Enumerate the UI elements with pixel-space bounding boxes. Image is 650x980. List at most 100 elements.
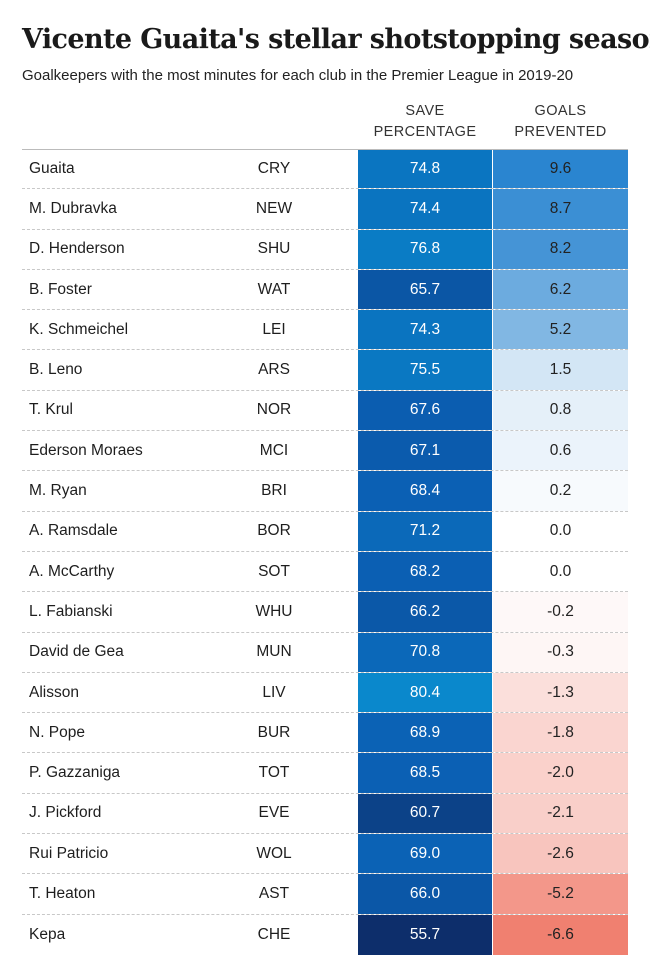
club-code: ARS [258, 361, 290, 379]
save-percentage-cell: 66.2 [358, 592, 492, 632]
save-percentage-cell: 71.2 [358, 511, 492, 551]
table-row: M. Dubravka NEW 74.4 8.7 [22, 189, 628, 230]
goalkeeper-name: L. Fabianski [29, 602, 113, 620]
save-percentage-cell: 60.7 [358, 793, 492, 834]
save-percentage-cell: 68.4 [358, 471, 492, 511]
table-row: Guaita CRY 74.8 9.6 [22, 149, 628, 190]
club-code: CHE [257, 925, 291, 943]
goals-prevented-cell: 6.2 [493, 269, 628, 310]
table-row: M. Ryan BRI 68.4 0.2 [22, 471, 628, 512]
table-row: Kepa CHE 55.7 -6.6 [22, 914, 628, 955]
club-code: WAT [257, 280, 291, 298]
goals-prevented-cell: -2.0 [493, 753, 628, 793]
goalkeeper-name: J. Pickford [29, 804, 102, 822]
goals-prevented-cell: 9.6 [493, 150, 628, 189]
club-code: SHU [257, 240, 291, 258]
club-code: NEW [255, 199, 293, 217]
table-row: L. Fabianski WHU 66.2 -0.2 [22, 592, 628, 633]
club-code: MUN [256, 643, 292, 661]
club-code: CRY [257, 160, 291, 178]
goalkeeper-name: A. McCarthy [29, 562, 115, 580]
goals-prevented-cell: 0.0 [493, 511, 628, 551]
goals-prevented-cell: -2.1 [493, 793, 628, 834]
save-percentage-cell: 68.5 [358, 753, 492, 793]
save-percentage-cell: 80.4 [358, 672, 492, 713]
goals-prevented-cell: 0.8 [493, 390, 628, 431]
table-row: B. Foster WAT 65.7 6.2 [22, 269, 628, 311]
table-row: Alisson LIV 80.4 -1.3 [22, 672, 628, 714]
goalkeeper-name: Kepa [29, 925, 66, 943]
save-percentage-cell: 68.9 [358, 713, 492, 753]
save-percentage-cell: 66.0 [358, 874, 492, 914]
save-percentage-cell: 65.7 [358, 269, 492, 310]
goals-prevented-cell: -5.2 [493, 874, 628, 914]
club-code: EVE [258, 804, 290, 822]
goalkeeper-name: B. Foster [29, 280, 92, 298]
table-row: T. Krul NOR 67.6 0.8 [22, 390, 628, 432]
goalkeeper-name: P. Gazzaniga [29, 764, 121, 782]
table-row: A. Ramsdale BOR 71.2 0.0 [22, 511, 628, 552]
goals-prevented-cell: 1.5 [493, 350, 628, 390]
table-row: B. Leno ARS 75.5 1.5 [22, 350, 628, 391]
goalkeeper-name: M. Dubravka [29, 199, 117, 217]
save-percentage-cell: 70.8 [358, 632, 492, 672]
goalkeeper-name: N. Pope [29, 723, 86, 741]
goals-header-line2: PREVENTED [514, 124, 607, 140]
save-percentage-cell: 68.2 [358, 551, 492, 592]
table-row: T. Heaton AST 66.0 -5.2 [22, 874, 628, 915]
goals-prevented-cell: -0.2 [493, 592, 628, 632]
save-percentage-cell: 67.1 [358, 431, 492, 471]
chart-title: Vicente Guaita's stellar shotstopping se… [22, 24, 650, 55]
save-percentage-header: SAVE PERCENTAGE [358, 101, 492, 143]
goals-prevented-cell: 0.6 [493, 431, 628, 471]
club-code: AST [258, 884, 290, 902]
save-percentage-cell: 69.0 [358, 834, 492, 874]
goals-prevented-cell: -0.3 [493, 632, 628, 672]
save-percentage-cell: 55.7 [358, 914, 492, 955]
save-percentage-cell: 75.5 [358, 350, 492, 390]
table-row: D. Henderson SHU 76.8 8.2 [22, 229, 628, 270]
save-percentage-cell: 76.8 [358, 229, 492, 269]
club-code: TOT [258, 764, 290, 782]
goalkeeper-name: Rui Patricio [29, 844, 109, 862]
goals-header-line1: GOALS [534, 103, 587, 119]
club-code: BRI [261, 482, 287, 500]
goals-prevented-header: GOALS PREVENTED [493, 101, 628, 143]
save-percentage-cell: 74.4 [358, 189, 492, 229]
goalkeeper-name: David de Gea [29, 643, 124, 661]
table-row: J. Pickford EVE 60.7 -2.1 [22, 793, 628, 835]
club-code: LIV [262, 683, 286, 701]
goals-prevented-cell: 8.7 [493, 189, 628, 229]
club-code: WOL [256, 844, 292, 862]
club-code: NOR [256, 401, 292, 419]
club-code: SOT [258, 562, 290, 580]
goals-prevented-cell: -1.3 [493, 672, 628, 713]
table-row: David de Gea MUN 70.8 -0.3 [22, 632, 628, 673]
goals-prevented-cell: -1.8 [493, 713, 628, 753]
save-header-line1: SAVE [405, 103, 445, 119]
goalkeeper-name: B. Leno [29, 361, 83, 379]
goals-prevented-cell: 8.2 [493, 229, 628, 269]
save-percentage-cell: 74.8 [358, 150, 492, 189]
table-row: K. Schmeichel LEI 74.3 5.2 [22, 310, 628, 351]
club-code: LEI [262, 320, 286, 338]
goalkeeper-table: Guaita CRY 74.8 9.6 M. Dubravka NEW 74.4 8.7 D. … [22, 149, 628, 955]
goalkeeper-name: T. Heaton [29, 884, 96, 902]
goalkeeper-name: Guaita [29, 160, 75, 178]
goals-prevented-cell: -2.6 [493, 834, 628, 874]
goalkeeper-name: Alisson [29, 683, 79, 701]
goalkeeper-name: Ederson Moraes [29, 441, 143, 459]
goals-prevented-cell: 0.2 [493, 471, 628, 511]
goalkeeper-name: M. Ryan [29, 482, 87, 500]
table-row: P. Gazzaniga TOT 68.5 -2.0 [22, 753, 628, 794]
save-header-line2: PERCENTAGE [373, 124, 477, 140]
goals-prevented-cell: -6.6 [493, 914, 628, 955]
goals-prevented-cell: 5.2 [493, 310, 628, 350]
table-row: N. Pope BUR 68.9 -1.8 [22, 713, 628, 754]
goalkeeper-name: T. Krul [29, 401, 73, 419]
chart-subtitle: Goalkeepers with the most minutes for ea… [22, 67, 574, 84]
save-percentage-cell: 74.3 [358, 310, 492, 350]
table-row: A. McCarthy SOT 68.2 0.0 [22, 551, 628, 593]
goalkeeper-name: D. Henderson [29, 240, 125, 258]
club-code: BUR [257, 723, 291, 741]
